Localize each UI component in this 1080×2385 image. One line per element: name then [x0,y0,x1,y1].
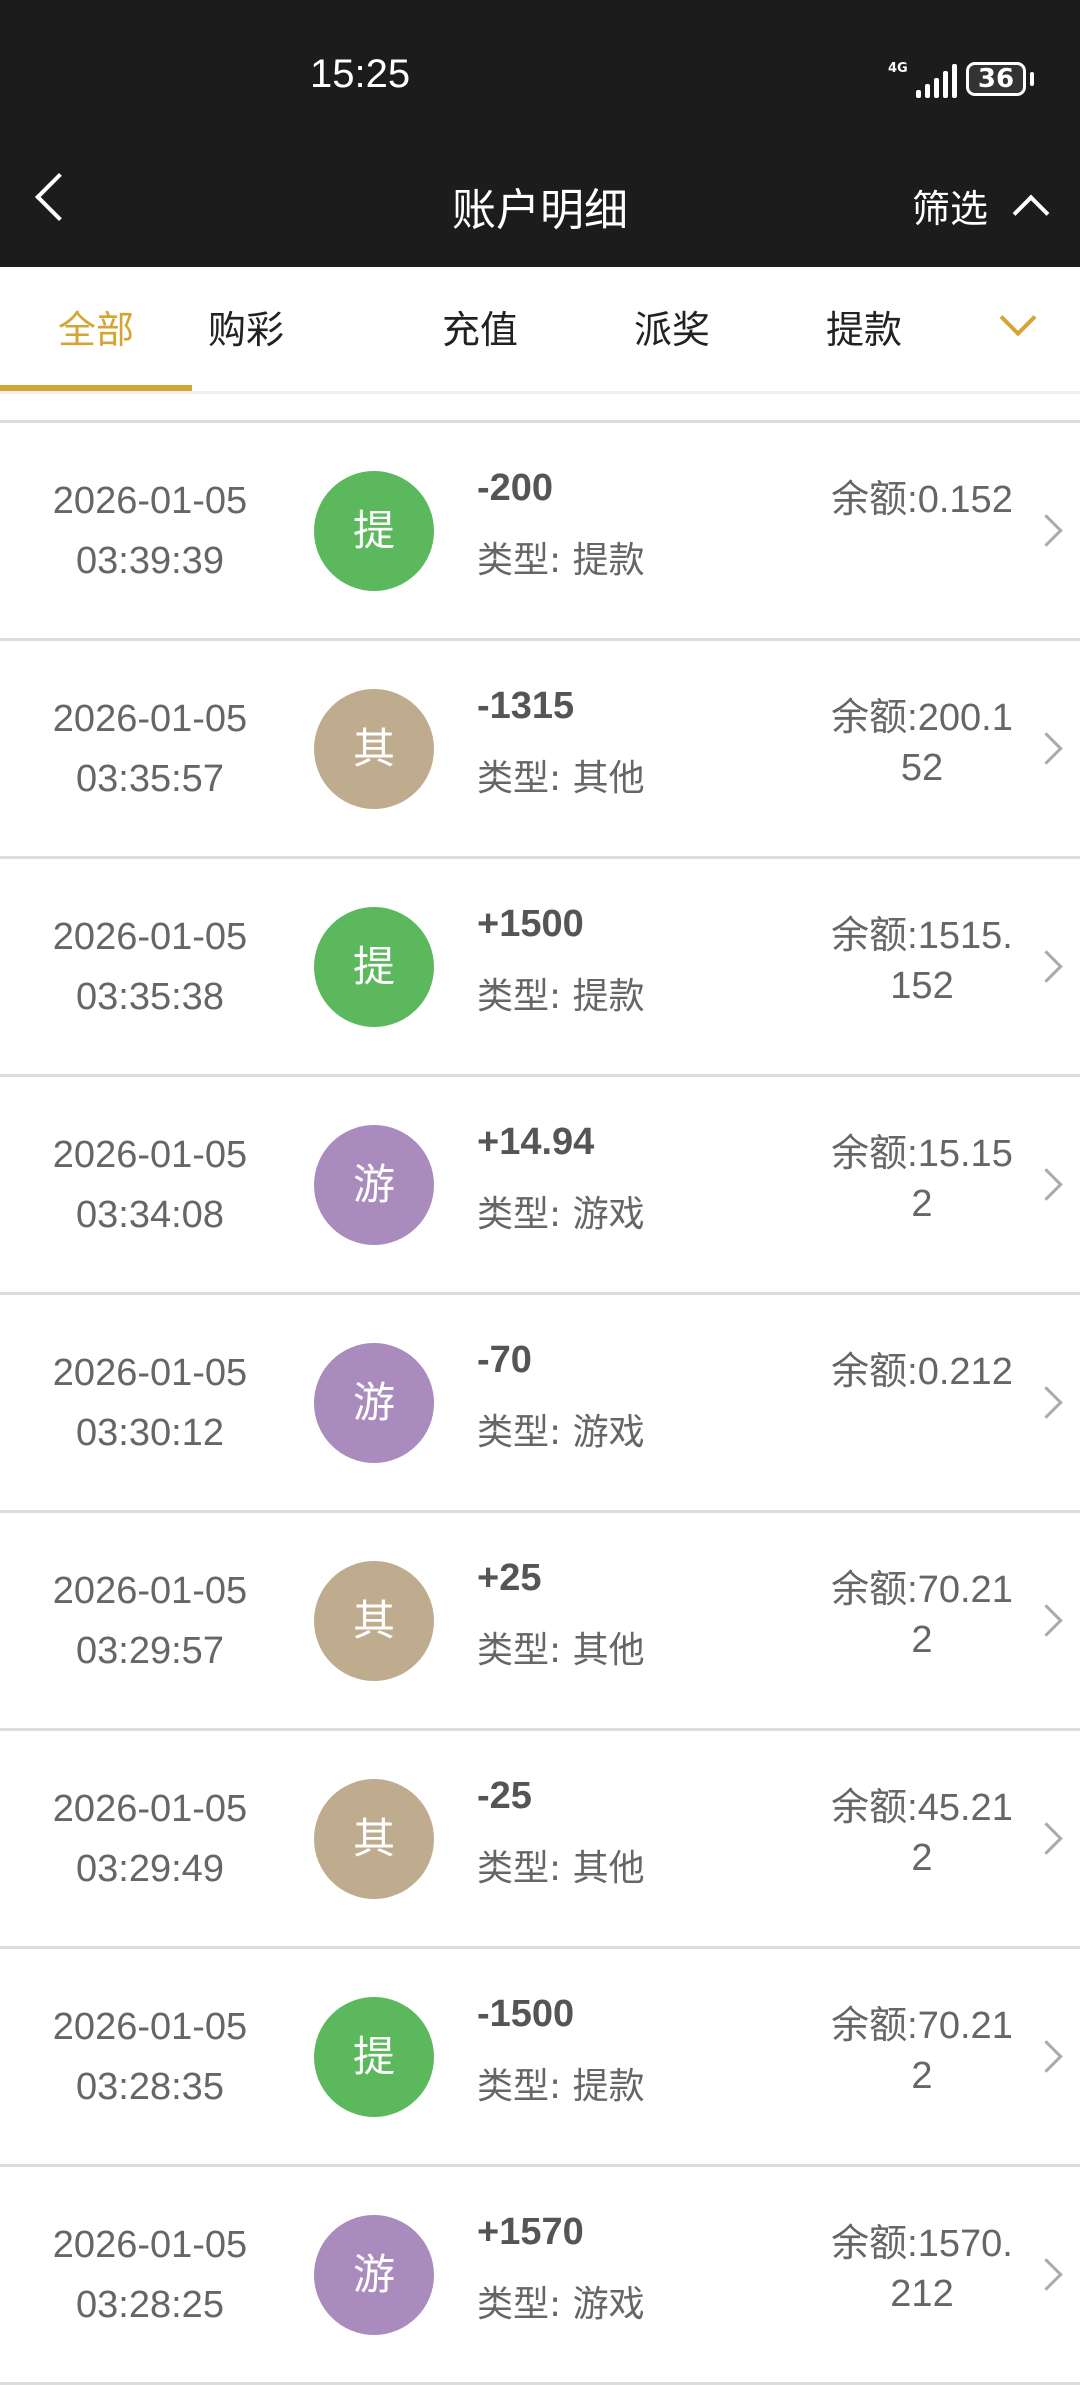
record-row[interactable]: 2026-01-05 03:28:25 游 +1570 类型: 游戏 余额:1570.21… [0,2167,1080,2385]
chevron-right-icon [1030,1386,1063,1419]
chevron-right-icon [1030,1168,1063,1201]
record-datetime: 2026-01-05 03:34:08 [20,1125,280,1245]
chevron-right-icon [1030,950,1063,983]
record-type: 类型: 其他 [477,1630,645,1671]
record-type: 类型: 游戏 [477,2284,645,2325]
record-type: 类型: 提款 [477,976,645,1017]
record-balance: 余额:1515.152 [831,915,1013,1007]
chevron-right-icon [1030,2040,1063,2073]
record-balance: 余额:15.152 [831,1133,1013,1225]
record-type: 类型: 游戏 [477,1412,645,1453]
battery-tip [1030,72,1034,86]
record-time: 03:29:49 [76,1848,224,1890]
tab-payout[interactable]: 派奖 [633,308,710,352]
record-balance: 余额:70.212 [831,1569,1013,1661]
record-date: 2026-01-05 [52,916,248,958]
record-amount: +25 [477,1557,542,1599]
active-tab-indicator [0,385,192,391]
tab-bar: 全部 购彩 充值 派奖 提款 [0,267,1080,394]
top-bar: 15:25 4G 36 账户明细 筛选 [0,0,1080,267]
type-badge: 提 [314,907,434,1027]
record-date: 2026-01-05 [52,480,248,522]
record-balance: 余额:1570.212 [831,2223,1013,2315]
record-row[interactable]: 2026-01-05 03:35:57 其 -1315 类型: 其他 余额:200.152 [0,641,1080,859]
record-type: 类型: 游戏 [477,1194,645,1235]
tab-withdraw[interactable]: 提款 [825,308,902,352]
record-row[interactable]: 2026-01-05 03:35:38 提 +1500 类型: 提款 余额:1515.15… [0,859,1080,1077]
record-row[interactable]: 2026-01-05 03:34:08 游 +14.94 类型: 游戏 余额:15.152 [0,1077,1080,1295]
type-badge: 其 [314,1561,434,1681]
type-badge: 游 [314,1125,434,1245]
record-date: 2026-01-05 [52,1570,248,1612]
signal-icon: 4G [888,62,957,98]
type-badge: 提 [314,1997,434,2117]
record-time: 03:28:35 [76,2066,224,2108]
status-time: 15:25 [310,52,411,96]
chevron-right-icon [1030,1604,1063,1637]
record-type: 类型: 提款 [477,2066,645,2107]
chevron-right-icon [1030,2258,1063,2291]
record-time: 03:34:08 [76,1194,224,1236]
record-amount: -1500 [477,1993,575,2035]
type-badge: 其 [314,689,434,809]
record-datetime: 2026-01-05 03:35:38 [20,907,280,1027]
record-amount: -25 [477,1775,532,1817]
record-time: 03:35:57 [76,758,224,800]
record-datetime: 2026-01-05 03:35:57 [20,689,280,809]
record-amount: +14.94 [477,1121,595,1163]
record-balance: 余额:45.212 [831,1787,1013,1879]
chevron-right-icon [1030,732,1063,765]
record-type: 类型: 提款 [477,540,645,581]
record-time: 03:35:38 [76,976,224,1018]
record-row[interactable]: 2026-01-05 03:30:12 游 -70 类型: 游戏 余额:0.212 [0,1295,1080,1513]
record-list: 2026-01-05 03:39:39 提 -200 类型: 提款 余额:0.152 202… [0,420,1080,2385]
record-balance: 余额:0.212 [831,1351,1013,1393]
chevron-down-icon[interactable] [999,299,1037,337]
chevron-right-icon [1030,514,1063,547]
record-row[interactable]: 2026-01-05 03:28:35 提 -1500 类型: 提款 余额:70.212 [0,1949,1080,2167]
page-title: 账户明细 [452,185,628,236]
record-row[interactable]: 2026-01-05 03:39:39 提 -200 类型: 提款 余额:0.152 [0,423,1080,641]
type-badge: 其 [314,1779,434,1899]
record-time: 03:39:39 [76,540,224,582]
record-amount: +1570 [477,2211,584,2253]
type-badge: 游 [314,2215,434,2335]
record-balance: 余额:0.152 [831,479,1013,521]
record-time: 03:30:12 [76,1412,224,1454]
type-badge: 提 [314,471,434,591]
record-amount: -1315 [477,685,575,727]
record-datetime: 2026-01-05 03:29:57 [20,1561,280,1681]
record-amount: +1500 [477,903,584,945]
record-time: 03:29:57 [76,1630,224,1672]
battery-icon: 36 [966,62,1026,96]
record-type: 类型: 其他 [477,758,645,799]
record-type: 类型: 其他 [477,1848,645,1889]
tab-purchase[interactable]: 购彩 [207,308,284,352]
record-amount: -200 [477,467,554,509]
record-date: 2026-01-05 [52,2224,248,2266]
network-type: 4G [888,61,908,76]
record-date: 2026-01-05 [52,1352,248,1394]
record-datetime: 2026-01-05 03:28:35 [20,1997,280,2117]
record-time: 03:28:25 [76,2284,224,2326]
record-date: 2026-01-05 [52,1134,248,1176]
record-datetime: 2026-01-05 03:28:25 [20,2215,280,2335]
type-badge: 游 [314,1343,434,1463]
record-date: 2026-01-05 [52,1788,248,1830]
record-row[interactable]: 2026-01-05 03:29:57 其 +25 类型: 其他 余额:70.212 [0,1513,1080,1731]
record-balance: 余额:200.152 [831,697,1013,789]
filter-button[interactable]: 筛选 [912,187,989,231]
record-datetime: 2026-01-05 03:39:39 [20,471,280,591]
record-datetime: 2026-01-05 03:30:12 [20,1343,280,1463]
record-date: 2026-01-05 [52,2006,248,2048]
record-balance: 余额:70.212 [831,2005,1013,2097]
tab-all[interactable]: 全部 [57,308,134,352]
record-datetime: 2026-01-05 03:29:49 [20,1779,280,1899]
record-date: 2026-01-05 [52,698,248,740]
record-row[interactable]: 2026-01-05 03:29:49 其 -25 类型: 其他 余额:45.212 [0,1731,1080,1949]
tab-recharge[interactable]: 充值 [441,308,518,352]
record-amount: -70 [477,1339,532,1381]
chevron-right-icon [1030,1822,1063,1855]
